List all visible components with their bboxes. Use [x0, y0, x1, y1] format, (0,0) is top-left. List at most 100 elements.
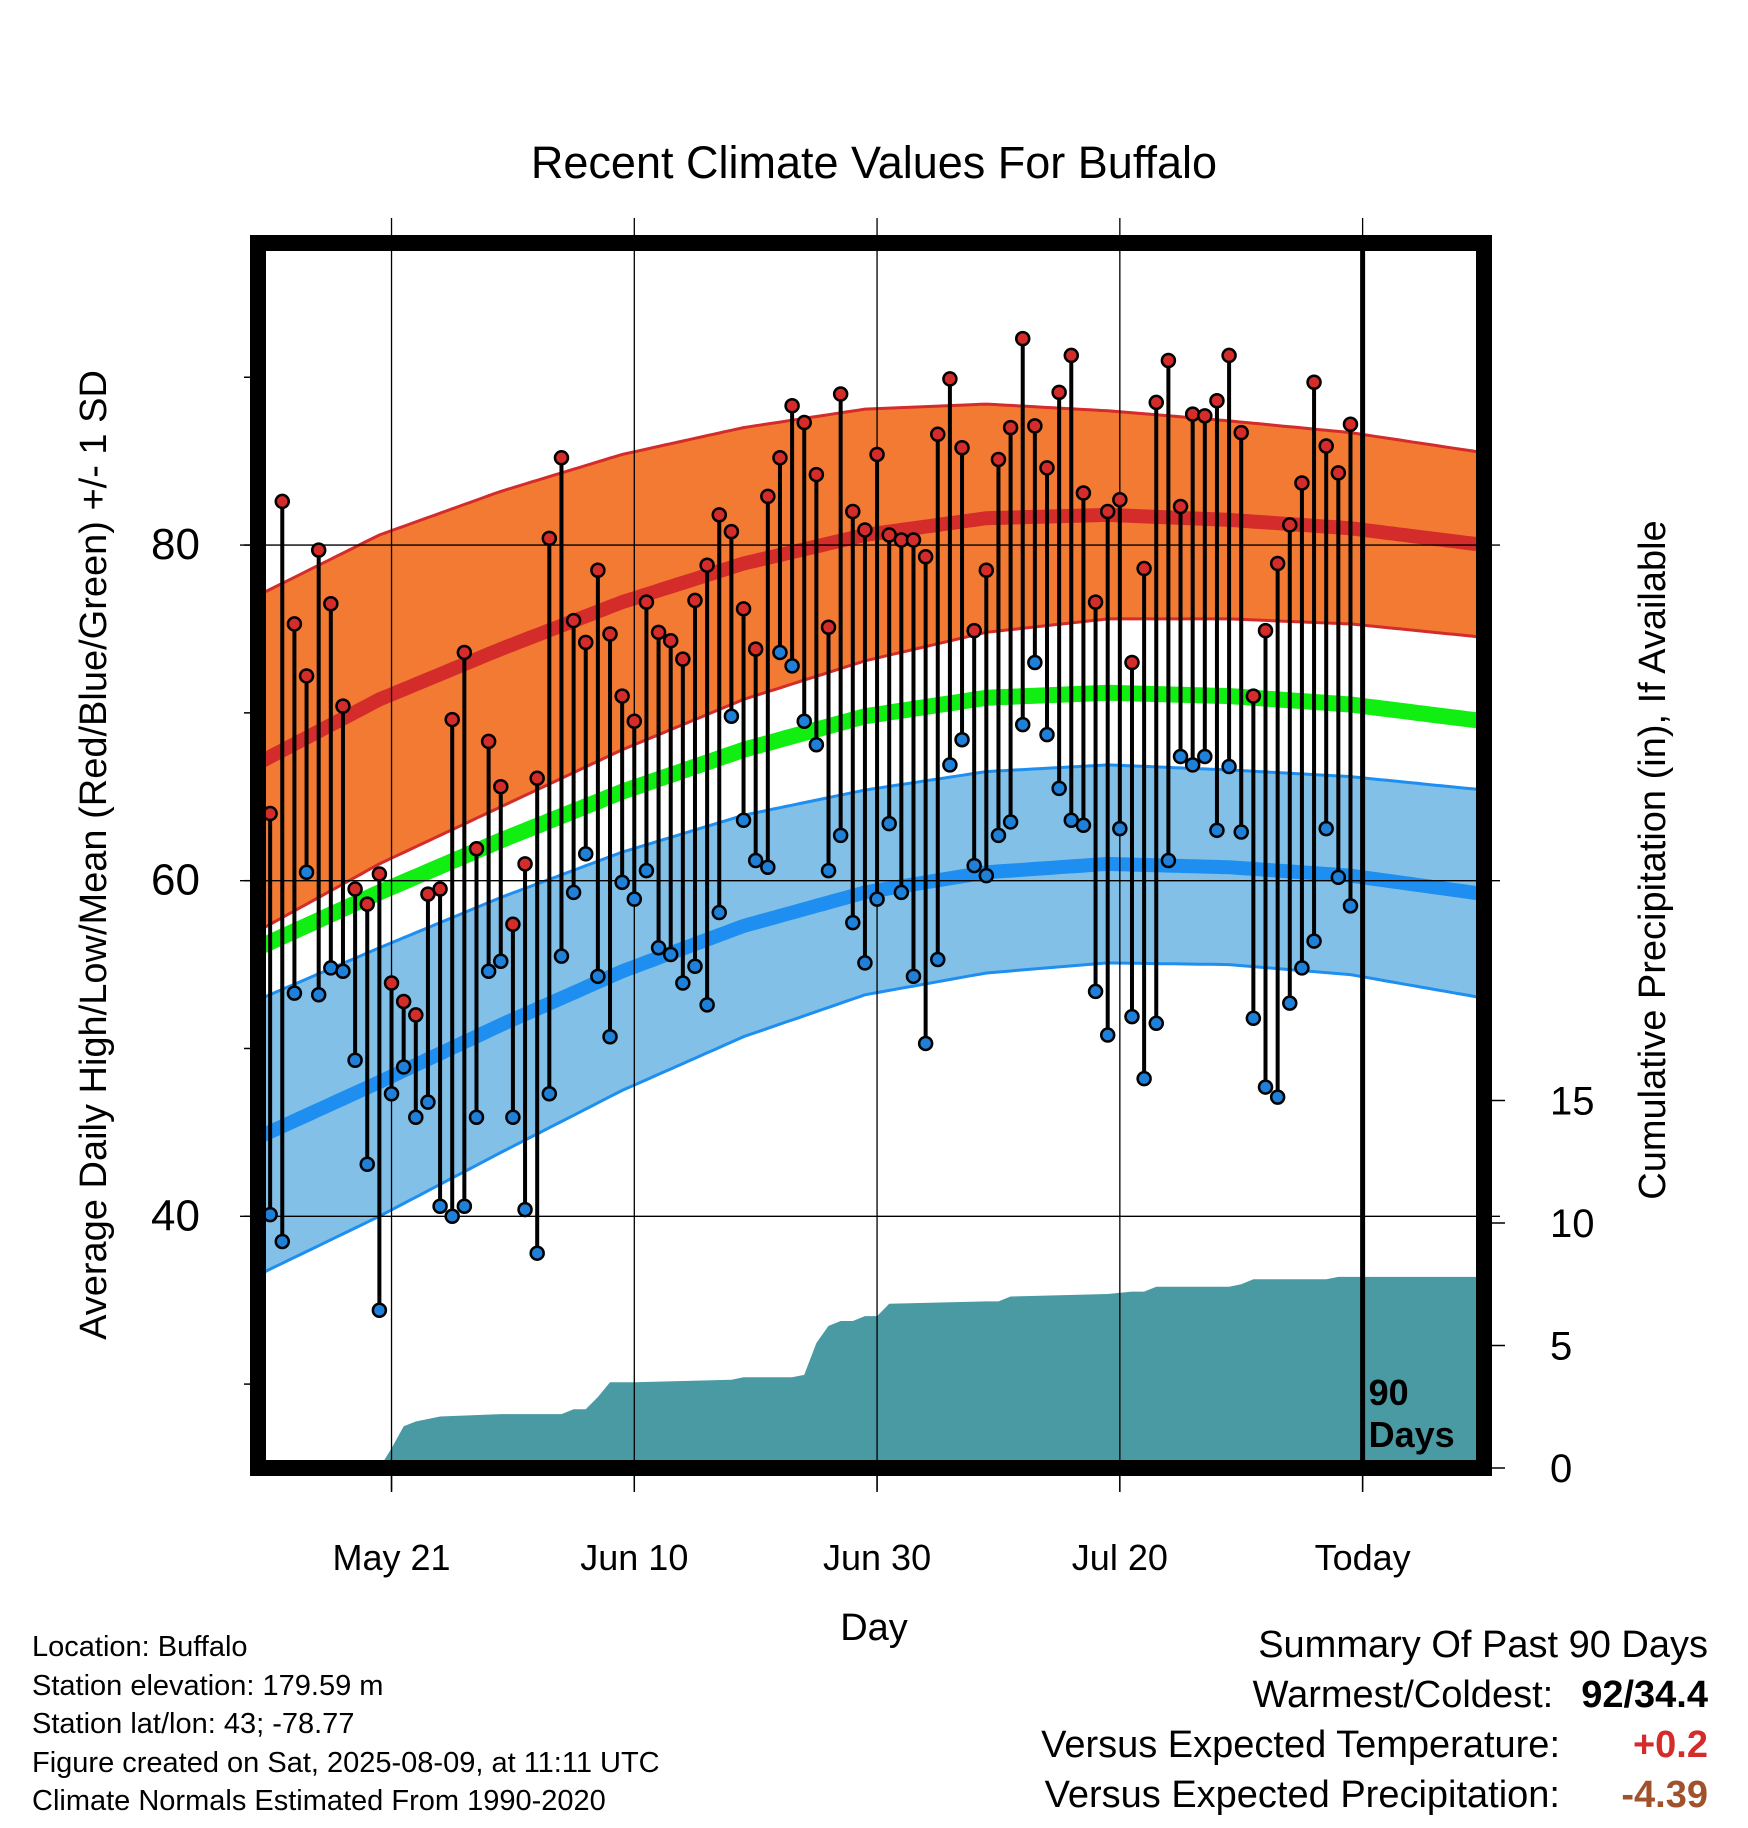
- daily-low-point: [1330, 869, 1347, 886]
- x-tick-label: Today: [1315, 1537, 1411, 1578]
- daily-high-point: [1269, 555, 1286, 572]
- daily-high-point: [942, 371, 958, 387]
- daily-low-point: [1269, 1089, 1286, 1105]
- daily-high-point: [662, 632, 679, 649]
- daily-high-point: [347, 881, 363, 897]
- daily-low-point: [1245, 1010, 1262, 1027]
- daily-high-point: [966, 622, 982, 639]
- daily-low-point: [784, 658, 800, 674]
- daily-low-point: [1257, 1079, 1274, 1095]
- daily-low-point: [541, 1086, 558, 1102]
- daily-low-point: [857, 955, 873, 971]
- daily-high-point: [359, 896, 375, 912]
- daily-low-point: [930, 951, 946, 968]
- today-marker-label: 90: [1369, 1372, 1409, 1413]
- daily-high-point: [917, 549, 934, 565]
- daily-low-point: [1233, 824, 1249, 840]
- elevation-text: Station elevation: 179.59 m: [32, 1669, 384, 1702]
- daily-low-point: [274, 1233, 291, 1250]
- daily-low-point: [1160, 852, 1177, 869]
- daily-high-point: [1148, 394, 1165, 411]
- y2-axis-label: Cumulative Precipitation (in), If Availa…: [1632, 520, 1674, 1199]
- daily-high-point: [930, 426, 946, 443]
- daily-low-point: [602, 1028, 618, 1045]
- warmest-label: Warmest/Coldest:: [1252, 1674, 1554, 1716]
- daily-low-point: [881, 815, 897, 832]
- daily-high-point: [286, 616, 303, 632]
- daily-high-point: [1063, 347, 1080, 364]
- daily-low-point: [1051, 780, 1067, 797]
- daily-low-point: [869, 891, 885, 907]
- daily-low-point: [1306, 933, 1322, 949]
- daily-high-point: [565, 612, 582, 629]
- daily-low-point: [1075, 817, 1092, 834]
- y2-tick-label: 5: [1550, 1325, 1572, 1369]
- daily-low-point: [590, 968, 606, 985]
- x-tick-label: Jun 10: [580, 1537, 688, 1578]
- daily-high-point: [1294, 475, 1310, 491]
- daily-low-point: [505, 1109, 521, 1126]
- daily-low-point: [723, 708, 740, 724]
- location-text: Location: Buffalo: [32, 1631, 248, 1663]
- daily-high-point: [772, 450, 788, 466]
- daily-high-point: [480, 733, 497, 750]
- daily-high-point: [395, 993, 412, 1010]
- daily-low-point: [335, 963, 351, 980]
- x-tick-label: Jul 20: [1072, 1537, 1168, 1578]
- daily-low-point: [1039, 726, 1055, 743]
- daily-low-point: [808, 736, 825, 753]
- temp-value: +0.2: [1632, 1724, 1708, 1766]
- y-tick-label: 40: [151, 1191, 200, 1240]
- daily-low-point: [638, 862, 655, 879]
- daily-low-point: [371, 1302, 388, 1319]
- daily-high-point: [832, 386, 849, 402]
- daily-high-point: [577, 634, 594, 651]
- y-tick-label: 80: [151, 520, 200, 569]
- daily-low-point: [1209, 822, 1225, 839]
- daily-low-point: [893, 884, 910, 901]
- daily-high-point: [493, 778, 509, 795]
- daily-low-point: [310, 987, 327, 1003]
- daily-high-point: [626, 713, 643, 730]
- daily-high-point: [310, 542, 327, 558]
- daily-high-point: [383, 975, 400, 991]
- daily-high-point: [1124, 654, 1140, 671]
- daily-high-point: [1245, 688, 1262, 704]
- high-sd-band: [258, 404, 1484, 932]
- plot-border: [250, 235, 1492, 1476]
- daily-high-point: [1172, 498, 1189, 515]
- daily-high-point: [553, 450, 570, 466]
- daily-low-point: [1027, 654, 1043, 671]
- daily-high-point: [1160, 352, 1177, 369]
- daily-low-point: [480, 963, 497, 980]
- daily-low-point: [565, 884, 582, 901]
- daily-low-point: [577, 846, 594, 862]
- daily-high-point: [614, 688, 630, 704]
- y2-tick-label: 15: [1550, 1080, 1595, 1124]
- daily-high-point: [1209, 392, 1225, 409]
- daily-low-point: [468, 1109, 485, 1126]
- daily-low-point: [905, 968, 922, 985]
- daily-high-point: [954, 439, 970, 456]
- daily-high-point: [1075, 485, 1092, 501]
- warmest-row: Warmest/Coldest: 92/34.4: [808, 1670, 1708, 1720]
- daily-low-point: [796, 713, 812, 730]
- warmest-value: 92/34.4: [1581, 1674, 1708, 1716]
- daily-low-point: [1342, 898, 1359, 914]
- daily-high-point: [408, 1007, 424, 1023]
- daily-high-point: [602, 626, 618, 642]
- daily-low-point: [1148, 1015, 1165, 1032]
- daily-low-point: [675, 975, 691, 991]
- daily-low-point: [954, 731, 970, 748]
- daily-low-point: [1221, 758, 1237, 775]
- daily-high-point: [808, 466, 825, 483]
- daily-high-point: [978, 562, 995, 578]
- x-tick-label: May 21: [332, 1537, 450, 1578]
- daily-low-point: [383, 1086, 400, 1102]
- daily-high-point: [699, 557, 715, 573]
- daily-low-point: [456, 1198, 473, 1214]
- daily-high-point: [735, 601, 752, 617]
- daily-high-point: [857, 522, 873, 538]
- daily-low-point: [966, 857, 982, 874]
